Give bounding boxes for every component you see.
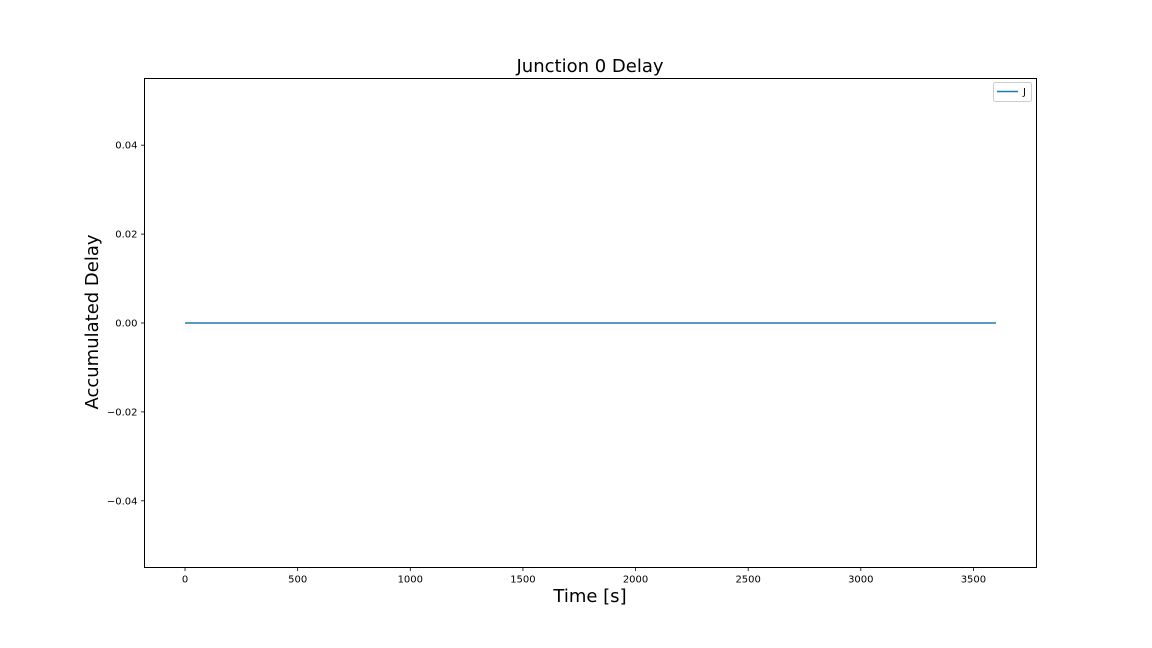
y-tick-label: 0.04 (115, 141, 137, 152)
chart-title: Junction 0 Delay (515, 56, 663, 77)
y-tick-label: −0.04 (107, 496, 138, 507)
x-tick-label: 1000 (398, 575, 423, 586)
x-tick-label: 1500 (510, 575, 535, 586)
legend-entry-label: J (1022, 87, 1026, 98)
x-axis: 0 500 1000 1500 2000 2500 3000 3500 (182, 567, 986, 586)
x-tick-label: 3000 (848, 575, 873, 586)
x-tick-label: 500 (288, 575, 307, 586)
y-tick-label: 0.02 (115, 230, 137, 241)
x-tick-label: 0 (182, 575, 188, 586)
x-tick-label: 2000 (623, 575, 648, 586)
y-axis: −0.04 −0.02 0.00 0.02 0.04 (107, 141, 145, 507)
y-tick-label: 0.00 (115, 319, 137, 330)
y-tick-label: −0.02 (107, 407, 138, 418)
legend: J (993, 82, 1032, 102)
x-tick-label: 3500 (961, 575, 986, 586)
x-tick-label: 2500 (735, 575, 760, 586)
x-axis-label: Time [s] (552, 586, 626, 607)
y-axis-label: Accumulated Delay (82, 234, 103, 409)
